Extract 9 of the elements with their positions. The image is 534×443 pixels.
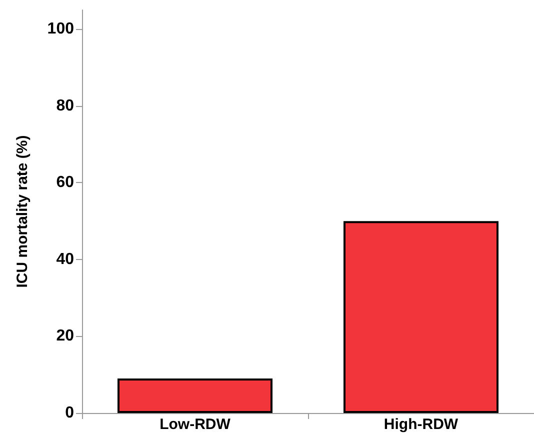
y-tick-label: 40 (56, 250, 74, 268)
x-tick-label: High-RDW (384, 416, 459, 433)
y-tick-label: 0 (65, 404, 74, 422)
y-tick-label: 60 (56, 174, 74, 192)
y-tick-label: 20 (56, 328, 74, 345)
x-tick-label: Low-RDW (160, 416, 232, 433)
y-axis-title: ICU mortality rate (%) (14, 135, 31, 288)
y-tick-label: 80 (56, 97, 74, 114)
y-tick-label: 100 (47, 20, 74, 38)
